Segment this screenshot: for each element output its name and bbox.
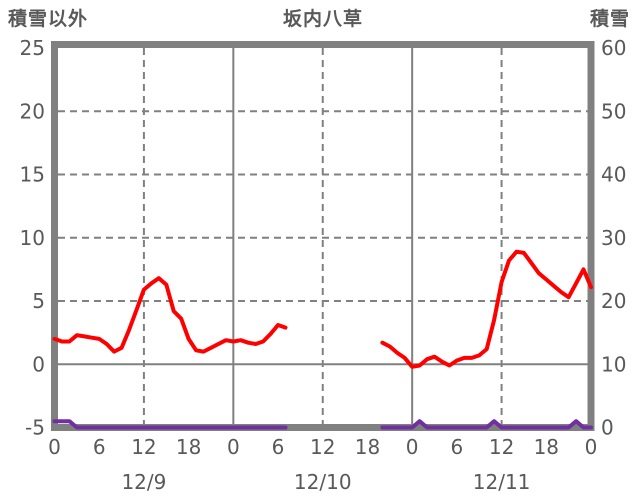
x-axis-tick-11: 18: [534, 435, 559, 459]
x-axis-tick-10: 12: [489, 435, 514, 459]
x-axis-tick-7: 18: [355, 435, 380, 459]
snow-line-segment-1: [380, 419, 593, 430]
x-axis-tick-0: 0: [48, 435, 61, 459]
x-axis-date-12/10: 12/10: [294, 470, 352, 494]
x-axis-tick-9: 6: [451, 435, 464, 459]
temperature-line-segment-0: [52, 276, 288, 354]
snow-line-segment-0: [52, 419, 288, 430]
right-axis-tick-60: 60: [601, 36, 626, 60]
x-axis-tick-12: 0: [585, 435, 598, 459]
x-axis-date-12/9: 12/9: [121, 470, 166, 494]
plot-frame: [51, 41, 595, 431]
left-axis-tick-10: 10: [20, 226, 45, 250]
x-axis-tick-3: 18: [176, 435, 201, 459]
data-series: [52, 249, 593, 430]
x-axis-tick-2: 12: [131, 435, 156, 459]
left-axis-title: 積雪以外: [8, 8, 89, 30]
left-axis-tick-25: 25: [20, 36, 45, 60]
x-axis-tick-4: 0: [227, 435, 240, 459]
right-axis-title: 積雪: [589, 8, 630, 30]
x-axis-tick-6: 12: [310, 435, 335, 459]
x-axis-tick-5: 6: [272, 435, 285, 459]
gridlines: [58, 48, 588, 428]
x-axis-date-12/11: 12/11: [473, 470, 531, 494]
x-axis-tick-1: 6: [93, 435, 106, 459]
left-axis-tick-0: 0: [32, 352, 45, 376]
left-axis-tick-15: 15: [20, 163, 45, 187]
right-axis-tick-10: 10: [601, 352, 626, 376]
right-axis-tick-50: 50: [601, 99, 626, 123]
chart-title: 坂内八草: [282, 8, 363, 30]
right-axis-tick-0: 0: [601, 416, 614, 440]
right-axis-tick-40: 40: [601, 163, 626, 187]
left-axis-tick-5: 5: [32, 289, 45, 313]
plot-border: [51, 41, 595, 431]
left-axis-tick--5: -5: [25, 416, 45, 440]
x-axis-tick-8: 0: [406, 435, 419, 459]
temperature-line-segment-1: [380, 249, 593, 369]
right-axis-tick-30: 30: [601, 226, 626, 250]
right-axis-tick-20: 20: [601, 289, 626, 313]
left-axis-tick-20: 20: [20, 99, 45, 123]
